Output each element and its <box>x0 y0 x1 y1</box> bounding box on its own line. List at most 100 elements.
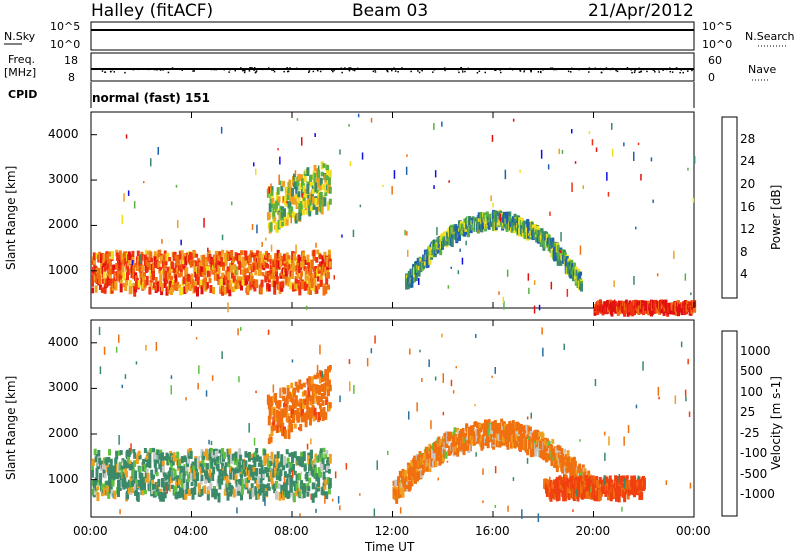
heatmap-cell <box>269 222 273 232</box>
heatmap-cell <box>163 491 167 499</box>
heatmap-cell <box>615 487 618 494</box>
heatmap-cell <box>504 169 507 180</box>
nave-dot <box>215 68 217 71</box>
heatmap-cell <box>387 450 389 455</box>
heatmap-cell <box>547 164 550 170</box>
heatmap-cell <box>211 488 215 495</box>
heatmap-cell <box>311 472 315 477</box>
heatmap-cell <box>297 456 301 466</box>
y-tick-label: 1000 <box>48 262 79 277</box>
heatmap-cell <box>292 284 295 292</box>
heatmap-cell <box>309 463 312 471</box>
heatmap-cell <box>308 477 312 483</box>
heatmap-cell <box>505 223 509 232</box>
heatmap-cell <box>305 210 309 215</box>
heatmap-cell <box>175 258 179 266</box>
heatmap-cell <box>612 301 616 306</box>
heatmap-cell <box>131 260 134 265</box>
heatmap-cell <box>322 393 326 399</box>
heatmap-cell <box>282 490 286 501</box>
heatmap-cell <box>208 469 212 477</box>
heatmap-cell <box>324 285 328 295</box>
heatmap-cell <box>225 250 229 258</box>
heatmap-cell <box>528 287 530 294</box>
heatmap-cell <box>169 482 171 492</box>
heatmap-cell <box>266 253 270 262</box>
heatmap-cell <box>128 463 132 471</box>
heatmap-cell <box>583 484 587 490</box>
heatmap-cell <box>117 253 121 264</box>
heatmap-cell <box>165 287 169 296</box>
nave-dot <box>599 67 602 70</box>
heatmap-cell <box>312 255 316 261</box>
heatmap-cell <box>304 169 308 174</box>
heatmap-cell <box>635 404 638 409</box>
heatmap-cell <box>138 454 142 460</box>
nave-dot <box>374 71 377 73</box>
heatmap-cell <box>543 238 547 249</box>
heatmap-cell <box>318 472 322 478</box>
heatmap-cell <box>254 451 258 457</box>
heatmap-cell <box>292 262 295 268</box>
heatmap-cell <box>533 280 536 285</box>
heatmap-cell <box>580 472 583 478</box>
heatmap-cell <box>442 448 446 458</box>
heatmap-cell <box>197 267 201 277</box>
heatmap-cell <box>162 266 166 275</box>
heatmap-cell <box>306 275 310 281</box>
heatmap-cell <box>226 491 230 501</box>
heatmap-cell <box>105 480 109 486</box>
heatmap-cell <box>560 250 562 253</box>
heatmap-cell <box>510 434 514 443</box>
heatmap-cell <box>277 260 281 269</box>
heatmap-cell <box>291 187 295 197</box>
heatmap-cell <box>623 490 627 496</box>
heatmap-cell <box>479 212 483 219</box>
nave-dot <box>343 67 346 70</box>
heatmap-cell <box>108 280 111 285</box>
heatmap-cell <box>357 113 360 118</box>
heatmap-cell <box>289 393 293 402</box>
heatmap-cell <box>269 194 273 204</box>
heatmap-cell <box>552 241 556 247</box>
heatmap-cell <box>577 477 581 483</box>
heatmap-cell <box>238 263 242 270</box>
heatmap-cell <box>266 396 270 403</box>
heatmap-cell <box>617 493 621 503</box>
heatmap-cell <box>422 464 426 473</box>
heatmap-cell <box>535 441 539 449</box>
heatmap-cell <box>424 251 428 256</box>
heatmap-cell <box>521 425 525 432</box>
heatmap-cell <box>323 374 327 382</box>
heatmap-cell <box>414 461 418 467</box>
heatmap-cell <box>578 273 582 282</box>
heatmap-cell <box>117 450 121 456</box>
y-tick-label: 2000 <box>48 217 79 232</box>
heatmap-cell <box>103 266 107 272</box>
nave-dot <box>472 68 475 70</box>
heatmap-cell <box>682 301 686 310</box>
nave-dot <box>234 69 236 72</box>
heatmap-cell <box>502 440 505 446</box>
heatmap-cell <box>393 170 396 179</box>
heatmap-cell <box>273 216 277 222</box>
heatmap-cell <box>191 279 195 289</box>
heatmap-cell <box>174 455 178 462</box>
heatmap-cell <box>218 449 222 454</box>
heatmap-cell <box>272 458 276 465</box>
heatmap-cell <box>255 467 259 477</box>
heatmap-cell <box>313 407 317 417</box>
heatmap-cell <box>306 492 310 497</box>
nave-dot <box>148 68 150 71</box>
heatmap-cell <box>280 484 284 495</box>
heatmap-cell <box>319 408 323 418</box>
heatmap-cell <box>637 305 641 315</box>
heatmap-cell <box>339 505 341 511</box>
heatmap-cell <box>290 423 294 433</box>
heatmap-cell <box>421 378 423 383</box>
heatmap-cell <box>352 229 355 237</box>
colorbar-tick-label: 24 <box>740 154 756 169</box>
heatmap-cell <box>259 459 263 467</box>
nave-dot <box>665 68 668 71</box>
heatmap-cell <box>605 476 609 486</box>
